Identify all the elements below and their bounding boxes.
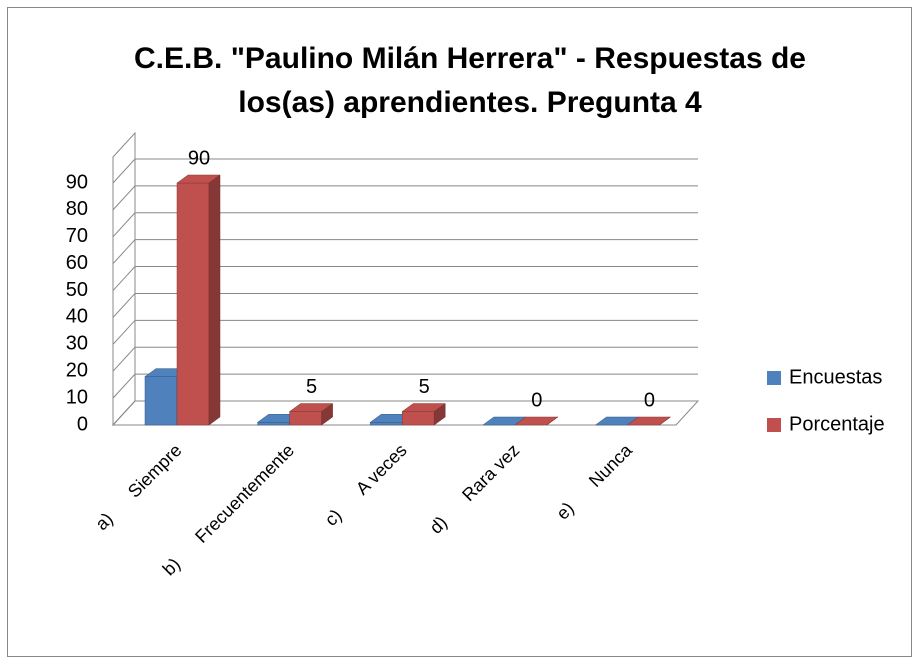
y-tick-label: 50	[66, 279, 88, 301]
bar-front	[289, 411, 322, 426]
data-label: 0	[644, 389, 655, 411]
bar-front	[144, 376, 178, 426]
grid-line	[112, 319, 698, 345]
y-tick-label: 30	[66, 333, 88, 355]
chart-title-text: C.E.B. "Paulino Milán Herrera" - Respues…	[134, 42, 806, 119]
legend-swatch	[767, 418, 781, 432]
grid-line	[112, 239, 698, 265]
grid-line	[112, 266, 698, 291]
bar	[514, 416, 559, 426]
bar-front	[369, 422, 403, 426]
grid-line	[112, 346, 698, 372]
bar	[626, 416, 672, 426]
chart-title: C.E.B. "Paulino Milán Herrera" - Respues…	[134, 42, 806, 119]
grid-line	[112, 185, 698, 211]
bar-side	[321, 403, 333, 426]
data-label: 5	[306, 376, 317, 398]
y-tick-label: 0	[77, 413, 88, 435]
legend-swatch	[767, 371, 781, 385]
legend-label: Porcentaje	[789, 413, 885, 435]
bar-side	[208, 174, 221, 426]
y-tick-label: 90	[66, 171, 88, 193]
bar-front	[257, 422, 290, 426]
y-tick-label: 10	[66, 386, 88, 408]
y-tick-label: 40	[66, 306, 88, 328]
data-label: 0	[531, 389, 542, 411]
bar-front	[176, 182, 210, 426]
grid-line	[112, 158, 698, 184]
y-tick-label: 20	[66, 360, 88, 382]
bar	[288, 403, 334, 426]
bar-side	[546, 416, 558, 426]
chart-border	[7, 7, 912, 657]
data-label: 90	[188, 147, 210, 169]
y-tick-label: 80	[66, 198, 88, 220]
data-label: 5	[419, 376, 430, 398]
bar-side	[433, 403, 446, 426]
grid-line	[112, 400, 698, 426]
legend-label: Encuestas	[789, 366, 882, 388]
bar-front	[401, 411, 435, 426]
bar	[401, 403, 446, 426]
bar-side	[659, 416, 671, 426]
grid-line	[112, 292, 698, 318]
grid-line	[112, 373, 698, 399]
grid-line	[112, 212, 698, 238]
y-tick-label: 70	[66, 225, 88, 247]
bar	[176, 174, 221, 426]
y-tick-label: 60	[66, 252, 88, 274]
